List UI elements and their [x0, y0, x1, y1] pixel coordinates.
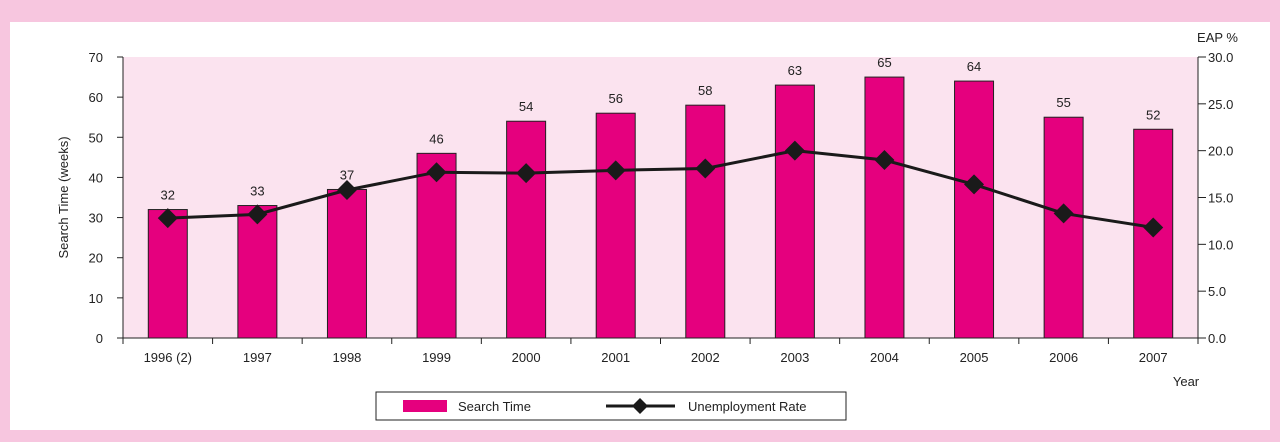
right-tick-label: 15.0	[1208, 191, 1233, 206]
bar-value-label: 55	[1056, 95, 1070, 110]
bar-value-label: 63	[788, 63, 802, 78]
x-tick-label: 2006	[1049, 350, 1078, 365]
diamond-marker	[695, 158, 716, 179]
chart-frame: 32 33 37 46 54 56 58 63 65 64 55 52 0 10 20 30 40 50 60 70…	[10, 22, 1270, 430]
right-axis-title: EAP %	[1197, 30, 1238, 45]
x-tick-label: 2002	[691, 350, 720, 365]
right-tick-label: 30.0	[1208, 50, 1233, 65]
bar-value-label: 56	[608, 91, 622, 106]
unemployment-rate-line	[167, 149, 1154, 229]
right-tick-label: 20.0	[1208, 144, 1233, 159]
x-tick-label: 2005	[960, 350, 989, 365]
bar	[237, 205, 278, 339]
diamond-marker	[1143, 217, 1164, 238]
bar	[416, 152, 457, 339]
bar	[954, 80, 995, 339]
bar	[1043, 116, 1084, 339]
diamond-marker	[516, 163, 537, 184]
diamond-marker	[157, 208, 178, 229]
left-tick-label: 40	[89, 170, 103, 185]
right-tick-label: 0.0	[1208, 331, 1226, 346]
bar	[506, 120, 547, 339]
bar	[595, 112, 636, 339]
bar	[147, 209, 188, 339]
x-tick-label: 2001	[601, 350, 630, 365]
legend: Search Time Unemployment Rate	[375, 391, 847, 421]
right-tick-label: 10.0	[1208, 237, 1233, 252]
chart-svg: 32 33 37 46 54 56 58 63 65 64 55 52 0 10 20 30 40 50 60 70…	[56, 30, 1238, 421]
right-tick-label: 25.0	[1208, 97, 1233, 112]
legend-search-time-label: Search Time	[458, 399, 531, 414]
bar	[774, 84, 815, 339]
diamond-marker	[605, 160, 626, 181]
bar-value-label: 52	[1146, 107, 1160, 122]
legend-diamond-marker	[632, 398, 648, 414]
x-tick-label: 2004	[870, 350, 899, 365]
x-tick-label: 1997	[243, 350, 272, 365]
right-tick-label: 5.0	[1208, 284, 1226, 299]
x-tick-label: 2000	[512, 350, 541, 365]
plot-background	[123, 57, 1198, 338]
left-tick-label: 10	[89, 291, 103, 306]
diamond-marker	[336, 180, 357, 201]
diamond-marker	[874, 150, 895, 171]
left-tick-label: 20	[89, 251, 103, 266]
bar-value-label: 32	[161, 188, 175, 203]
bar-value-label: 46	[429, 131, 443, 146]
legend-unemployment-rate-label: Unemployment Rate	[688, 399, 807, 414]
left-tick-label: 0	[96, 331, 103, 346]
x-tick-label: 1996 (2)	[144, 350, 192, 365]
x-tick-label: 2007	[1139, 350, 1168, 365]
bar-value-label: 64	[967, 59, 981, 74]
diamond-marker	[1053, 203, 1074, 224]
left-tick-label: 70	[89, 50, 103, 65]
bar-value-label: 33	[250, 184, 264, 199]
diamond-marker	[964, 174, 985, 195]
left-tick-label: 50	[89, 130, 103, 145]
bar-value-label: 65	[877, 55, 891, 70]
left-axis-title: Search Time (weeks)	[56, 136, 71, 258]
x-tick-label: 1998	[332, 350, 361, 365]
bar	[685, 104, 726, 339]
bar	[326, 188, 367, 339]
diamond-marker	[247, 204, 268, 225]
legend-bar-swatch	[403, 400, 447, 412]
left-tick-label: 60	[89, 90, 103, 105]
x-axis-title: Year	[1173, 374, 1200, 389]
bar-value-label: 58	[698, 83, 712, 98]
bar-value-label: 37	[340, 167, 354, 182]
diamond-marker	[784, 140, 805, 161]
bar	[864, 76, 905, 339]
diamond-marker	[426, 162, 447, 183]
x-tick-label: 2003	[780, 350, 809, 365]
bar-value-label: 54	[519, 99, 533, 114]
x-tick-label: 1999	[422, 350, 451, 365]
left-tick-label: 30	[89, 211, 103, 226]
